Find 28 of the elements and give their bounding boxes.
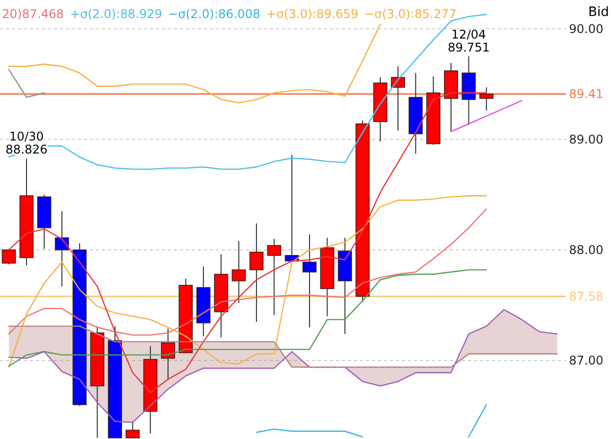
candlestick bbox=[302, 234, 317, 328]
y-tick-label: 88.00 bbox=[569, 243, 604, 258]
candlestick bbox=[126, 420, 140, 438]
line-series bbox=[450, 100, 522, 132]
candlestick bbox=[161, 328, 176, 380]
legend-label: −σ(3.0):85.277 bbox=[364, 7, 457, 21]
ref-line-label: 89.41 bbox=[569, 87, 604, 102]
series-label: +σ(3.0):89.659 bbox=[266, 7, 358, 21]
text: −σ(2.0):86.008 bbox=[168, 7, 260, 21]
y-tick-label: 87.00 bbox=[569, 354, 604, 368]
text: Bid bbox=[588, 5, 609, 20]
line-series bbox=[8, 269, 488, 367]
line-series bbox=[8, 195, 488, 368]
line-series bbox=[8, 326, 558, 368]
y-tick-label: 90.00 bbox=[569, 22, 604, 36]
ref-line-label: 87.58 bbox=[569, 290, 604, 304]
candlestick bbox=[479, 86, 494, 112]
candlestick bbox=[249, 222, 264, 322]
y-tick-label: 89.00 bbox=[569, 132, 604, 147]
candlestick bbox=[267, 238, 282, 316]
line-series bbox=[8, 208, 488, 336]
candlestick bbox=[232, 240, 246, 304]
text: +σ(2.0):88.929 bbox=[70, 7, 162, 21]
candlestick bbox=[54, 210, 69, 287]
text: 20)87.468 bbox=[2, 7, 64, 21]
annotation: 12/04 89.751 bbox=[448, 27, 490, 54]
candlestick bbox=[390, 66, 405, 131]
line-series bbox=[8, 24, 381, 104]
